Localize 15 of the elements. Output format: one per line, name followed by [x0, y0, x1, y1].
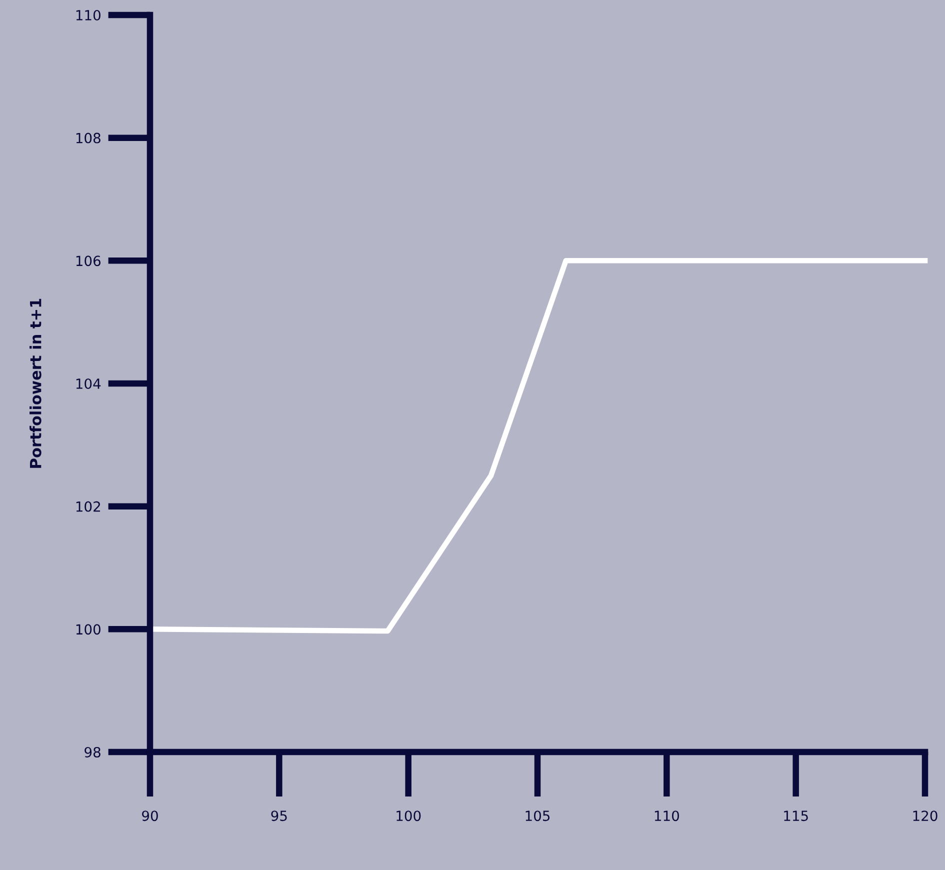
y-tick-label: 98 — [84, 746, 100, 758]
y-tick-label: 110 — [76, 10, 100, 20]
y-tick-label: 108 — [76, 132, 100, 144]
y-tick-label: 102 — [76, 501, 100, 512]
y-tick-label: 106 — [76, 256, 101, 266]
x-tick-label: 115 — [784, 810, 808, 822]
y-tick-label: 104 — [76, 378, 101, 389]
y-tick-label: 100 — [76, 624, 100, 635]
y-axis-title: Portfoliowert in t+1 — [30, 298, 42, 468]
x-tick-label: 95 — [271, 810, 287, 822]
x-tick-label: 110 — [654, 810, 679, 822]
x-tick-label: 100 — [396, 810, 421, 822]
x-tick-label: 120 — [913, 810, 938, 822]
x-tick-label: 105 — [526, 810, 550, 822]
x-tick-label: 90 — [142, 810, 158, 822]
